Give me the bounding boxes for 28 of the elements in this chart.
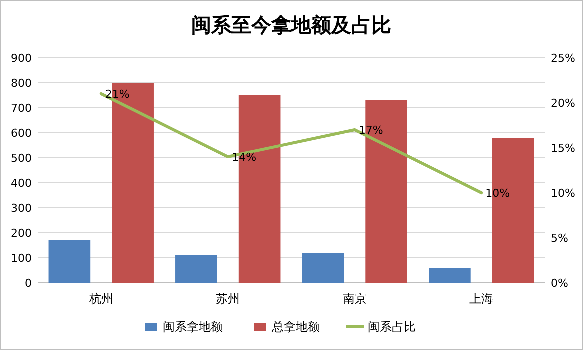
y-tick-label: 300 bbox=[11, 202, 32, 215]
chart-title: 闽系至今拿地额及占比 bbox=[192, 13, 392, 37]
y2-tick-label: 5% bbox=[551, 232, 568, 245]
y-tick-label: 700 bbox=[11, 102, 32, 115]
y-tick-label: 800 bbox=[11, 77, 32, 90]
y-tick-label: 400 bbox=[11, 177, 32, 190]
bar bbox=[429, 268, 471, 283]
x-tick-label: 苏州 bbox=[216, 292, 240, 306]
y-tick-label: 500 bbox=[11, 152, 32, 165]
y2-tick-label: 20% bbox=[551, 97, 576, 110]
bar bbox=[302, 253, 344, 283]
legend-label: 闽系拿地额 bbox=[163, 320, 223, 334]
y-tick-label: 900 bbox=[11, 52, 32, 65]
x-tick-label: 上海 bbox=[470, 292, 494, 306]
y2-tick-label: 25% bbox=[551, 52, 576, 65]
bar bbox=[176, 256, 218, 283]
legend-label: 闽系占比 bbox=[368, 320, 416, 334]
y-tick-label: 0 bbox=[25, 277, 32, 290]
bar bbox=[48, 240, 91, 283]
y2-tick-label: 10% bbox=[551, 187, 576, 200]
y2-tick-label: 15% bbox=[551, 142, 576, 155]
x-tick-label: 杭州 bbox=[88, 292, 114, 306]
y-tick-label: 600 bbox=[11, 127, 32, 140]
y-tick-label: 100 bbox=[11, 252, 32, 265]
y-tick-label: 200 bbox=[11, 227, 32, 240]
x-tick-label: 南京 bbox=[342, 292, 367, 306]
legend-label: 总拿地额 bbox=[271, 320, 320, 334]
y2-tick-label: 0% bbox=[551, 277, 568, 290]
